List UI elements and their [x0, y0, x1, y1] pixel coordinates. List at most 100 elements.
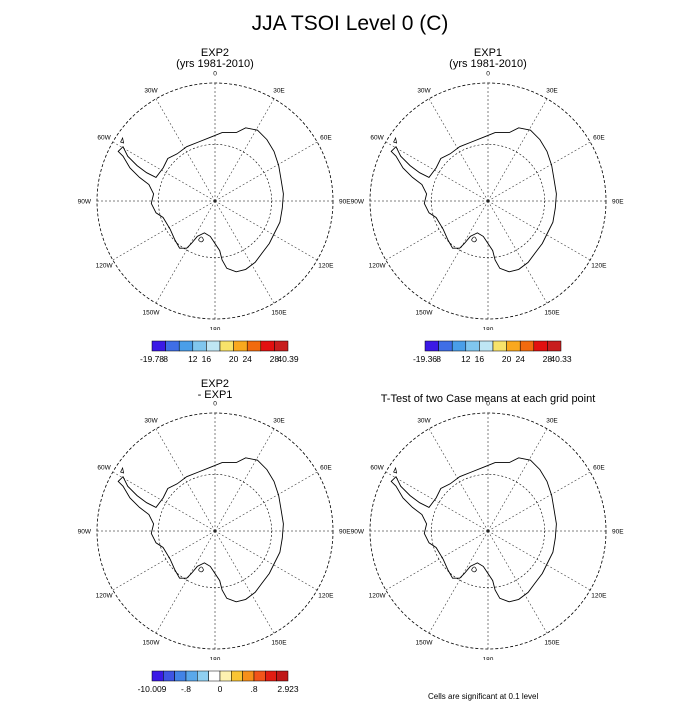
longitude-label-upper-left-1: 30W — [417, 88, 431, 95]
longitude-label-upper-left-1: 30W — [144, 418, 158, 425]
meridian-line — [214, 141, 318, 202]
colorbar-label: 0 — [218, 684, 223, 694]
meridian-line — [487, 98, 548, 202]
longitude-label-lower-left-2: 150W — [143, 639, 161, 646]
meridian-line — [214, 471, 318, 532]
significance-footnote: Cells are significant at 0.1 level — [428, 692, 539, 701]
colorbar-label: -19.78 — [140, 354, 164, 364]
colorbar-label: 2.923 — [277, 684, 299, 694]
meridian-line — [487, 428, 548, 532]
meridian-line — [487, 530, 591, 591]
colorbar-swatch — [533, 340, 548, 352]
map-graticule — [96, 412, 334, 650]
longitude-label-right: 90E — [339, 199, 351, 206]
colorbar-label: 12 — [188, 354, 198, 364]
colorbar-swatch — [274, 340, 289, 352]
figure-title: JJA TSOI Level 0 (C) — [251, 12, 449, 35]
meridian-line — [428, 428, 489, 532]
south-pole-marker — [487, 200, 489, 202]
island-outline — [393, 136, 398, 144]
meridian-line — [385, 471, 489, 532]
island-outline — [120, 466, 125, 474]
longitude-label-upper-right-2: 60E — [320, 135, 332, 142]
antarctica-coastline — [390, 457, 557, 603]
longitude-label-bottom: 180 — [483, 657, 494, 661]
meridian-line — [112, 200, 216, 261]
colorbar-label: 20 — [229, 354, 239, 364]
map-graticule — [369, 412, 607, 650]
antarctica-coastline — [117, 127, 284, 273]
meridian-line — [214, 98, 275, 202]
colorbar-label: 40.33 — [550, 354, 572, 364]
longitude-label-lower-right-2: 150E — [544, 309, 560, 316]
colorbar-label: 12 — [461, 354, 471, 364]
colorbar-label: 16 — [202, 354, 212, 364]
longitude-label-lower-right-1: 120E — [318, 263, 334, 270]
panel-3-title: EXP2 - EXP1 — [115, 379, 315, 401]
panel-1-title-line2: (yrs 1981-2010) — [176, 58, 254, 70]
longitude-label-upper-right-1: 30E — [273, 418, 285, 425]
longitude-label-upper-left-2: 60W — [97, 465, 111, 472]
longitude-label-upper-left-2: 60W — [97, 135, 111, 142]
panel-4-title-line1: T-Test of two Case means at each grid po… — [380, 393, 596, 405]
ice-shelf-outline — [198, 236, 204, 243]
antarctica-coastline — [390, 127, 557, 273]
meridian-line — [155, 428, 216, 532]
longitude-label-upper-right-1: 30E — [273, 88, 285, 95]
meridian-line — [385, 141, 489, 202]
meridian-line — [214, 200, 318, 261]
meridian-line — [428, 98, 489, 202]
longitude-label-lower-left-1: 120W — [96, 263, 114, 270]
longitude-label-lower-right-2: 150E — [544, 639, 560, 646]
meridian-line — [428, 530, 489, 634]
meridian-line — [487, 200, 591, 261]
colorbar-label: 24 — [515, 354, 525, 364]
colorbar-swatch — [438, 340, 453, 352]
longitude-label-lower-right-1: 120E — [591, 593, 607, 600]
longitude-label-lower-left-2: 150W — [143, 309, 161, 316]
colorbar-swatch — [479, 340, 494, 352]
ice-shelf-outline — [471, 236, 477, 243]
panel-3-title-line2: - EXP1 — [197, 389, 233, 401]
longitude-label-upper-left-1: 30W — [144, 88, 158, 95]
longitude-label-top: 0 — [213, 401, 217, 408]
panel-1-title-line1: EXP2 — [200, 47, 230, 59]
colorbar-label: 28 — [270, 354, 280, 364]
longitude-label-left: 90W — [351, 529, 365, 536]
meridian-line — [214, 200, 275, 304]
island-outline — [393, 466, 398, 474]
longitude-label-lower-right-1: 120E — [591, 263, 607, 270]
colorbar-swatch — [185, 670, 198, 682]
meridian-line — [385, 200, 489, 261]
colorbar-swatch — [206, 340, 221, 352]
colorbar-swatch — [163, 670, 175, 682]
colorbar-label: 8 — [163, 354, 168, 364]
panel-2-title-line2: (yrs 1981-2010) — [449, 58, 527, 70]
longitude-label-upper-left-2: 60W — [370, 135, 384, 142]
longitude-label-lower-right-2: 150E — [271, 309, 287, 316]
longitude-label-lower-left-2: 150W — [416, 639, 434, 646]
panel-2-title-line1: EXP1 — [473, 47, 503, 59]
meridian-line — [112, 471, 216, 532]
meridian-line — [155, 98, 216, 202]
colorbar-swatch — [506, 340, 521, 352]
panel-3-title-line1: EXP2 — [200, 378, 230, 390]
longitude-label-top: 0 — [213, 71, 217, 78]
map-panel-3: 0 180 90W 90E 30E 60E 30W 60W 120W 150W 120E 150E — [78, 401, 352, 661]
longitude-label-left: 90W — [351, 199, 365, 206]
colorbar-swatch — [178, 340, 194, 352]
meridian-line — [155, 530, 216, 634]
map-panel-1: 0 180 90W 90E 30E 60E 30W 60W 120W 150W 120E 150E — [78, 71, 352, 331]
colorbar-swatch — [492, 340, 507, 352]
colorbar-swatch — [424, 340, 439, 352]
south-pole-marker — [487, 530, 489, 532]
colorbar-label: 24 — [242, 354, 252, 364]
longitude-label-upper-left-1: 30W — [417, 418, 431, 425]
colorbar-label: -.8 — [181, 684, 191, 694]
map-graticule — [369, 82, 607, 320]
longitude-label-bottom: 180 — [210, 327, 221, 331]
longitude-label-upper-right-1: 30E — [546, 418, 558, 425]
meridian-line — [385, 530, 489, 591]
map-panel-4: 0 180 90W 90E 30E 60E 30W 60W 120W 150W 120E 150E — [351, 401, 625, 661]
